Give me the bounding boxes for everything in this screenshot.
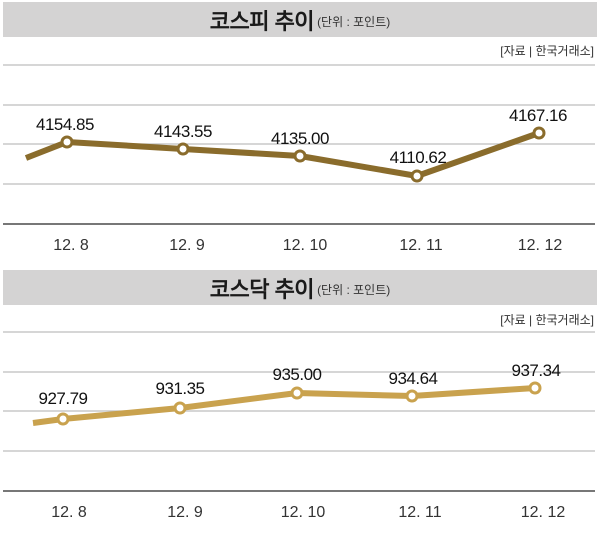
kospi-value-label: 4167.16 — [509, 106, 567, 125]
kosdaq-x-tick-label: 12. 8 — [51, 504, 87, 521]
kosdaq-source-note: [자료 | 한국거래소] — [500, 313, 594, 327]
kosdaq-point-marker — [405, 389, 419, 403]
kosdaq-chart-unit: (단위 : 포인트) — [317, 283, 391, 297]
kosdaq-x-tick-label: 12. 10 — [281, 504, 326, 521]
kospi-chart-unit: (단위 : 포인트) — [317, 15, 391, 29]
kosdaq-value-label: 934.64 — [389, 369, 438, 388]
kosdaq-value-label: 935.00 — [273, 365, 322, 384]
kospi-x-tick-labels: 12. 8 12. 9 12. 10 12. 11 12. 12 — [53, 237, 562, 254]
kospi-chart-title: 코스피 추이 — [209, 8, 315, 34]
kospi-chart-panel: 코스피 추이 (단위 : 포인트) [자료 | 한국거래소] 4154.85 4… — [0, 0, 600, 262]
kospi-x-tick-label: 12. 11 — [399, 237, 442, 254]
kosdaq-markers — [56, 381, 542, 426]
kospi-line-chart: 4154.85 4143.55 4135.00 4110.62 4167.16 … — [3, 64, 595, 254]
kosdaq-line — [32, 385, 536, 426]
kosdaq-point-marker — [56, 412, 70, 426]
kospi-x-tick-label: 12. 12 — [518, 237, 563, 254]
kospi-point-marker — [176, 142, 190, 156]
kospi-value-labels: 4154.85 4143.55 4135.00 4110.62 4167.16 — [36, 106, 567, 167]
kospi-value-label: 4110.62 — [390, 148, 447, 167]
kosdaq-point-marker — [173, 401, 187, 415]
kosdaq-value-label: 931.35 — [156, 379, 205, 398]
kospi-value-label: 4154.85 — [36, 115, 94, 134]
kospi-point-marker — [60, 135, 74, 149]
kospi-point-marker — [293, 149, 307, 163]
kospi-value-label: 4143.55 — [154, 122, 212, 141]
kosdaq-title-bar: 코스닥 추이 (단위 : 포인트) — [3, 270, 597, 305]
kosdaq-x-tick-label: 12. 9 — [167, 504, 203, 521]
kosdaq-line-chart: 927.79 931.35 935.00 934.64 937.34 12. 8… — [3, 331, 595, 521]
kospi-line — [24, 130, 540, 179]
kosdaq-value-labels: 927.79 931.35 935.00 934.64 937.34 — [39, 361, 562, 408]
kospi-source-note: [자료 | 한국거래소] — [500, 44, 594, 58]
kospi-point-marker — [532, 126, 546, 140]
kosdaq-x-tick-label: 12. 11 — [398, 504, 441, 521]
kosdaq-x-tick-label: 12. 12 — [521, 504, 566, 521]
kosdaq-point-marker — [528, 381, 542, 395]
kosdaq-x-tick-labels: 12. 8 12. 9 12. 10 12. 11 12. 12 — [51, 504, 565, 521]
kosdaq-value-label: 937.34 — [512, 361, 561, 380]
kosdaq-gridlines — [3, 331, 595, 452]
kosdaq-value-label: 927.79 — [39, 389, 88, 408]
kospi-x-tick-label: 12. 8 — [53, 237, 89, 254]
kosdaq-chart-panel: 코스닥 추이 (단위 : 포인트) [자료 | 한국거래소] — [0, 262, 600, 539]
kospi-markers — [60, 126, 546, 183]
kosdaq-point-marker — [290, 386, 304, 400]
kospi-x-tick-label: 12. 10 — [283, 237, 328, 254]
kospi-value-label: 4135.00 — [271, 129, 329, 148]
kospi-point-marker — [410, 169, 424, 183]
kospi-x-tick-label: 12. 9 — [169, 237, 205, 254]
kosdaq-chart-title: 코스닥 추이 — [209, 276, 315, 302]
kospi-title-bar: 코스피 추이 (단위 : 포인트) — [3, 2, 597, 37]
